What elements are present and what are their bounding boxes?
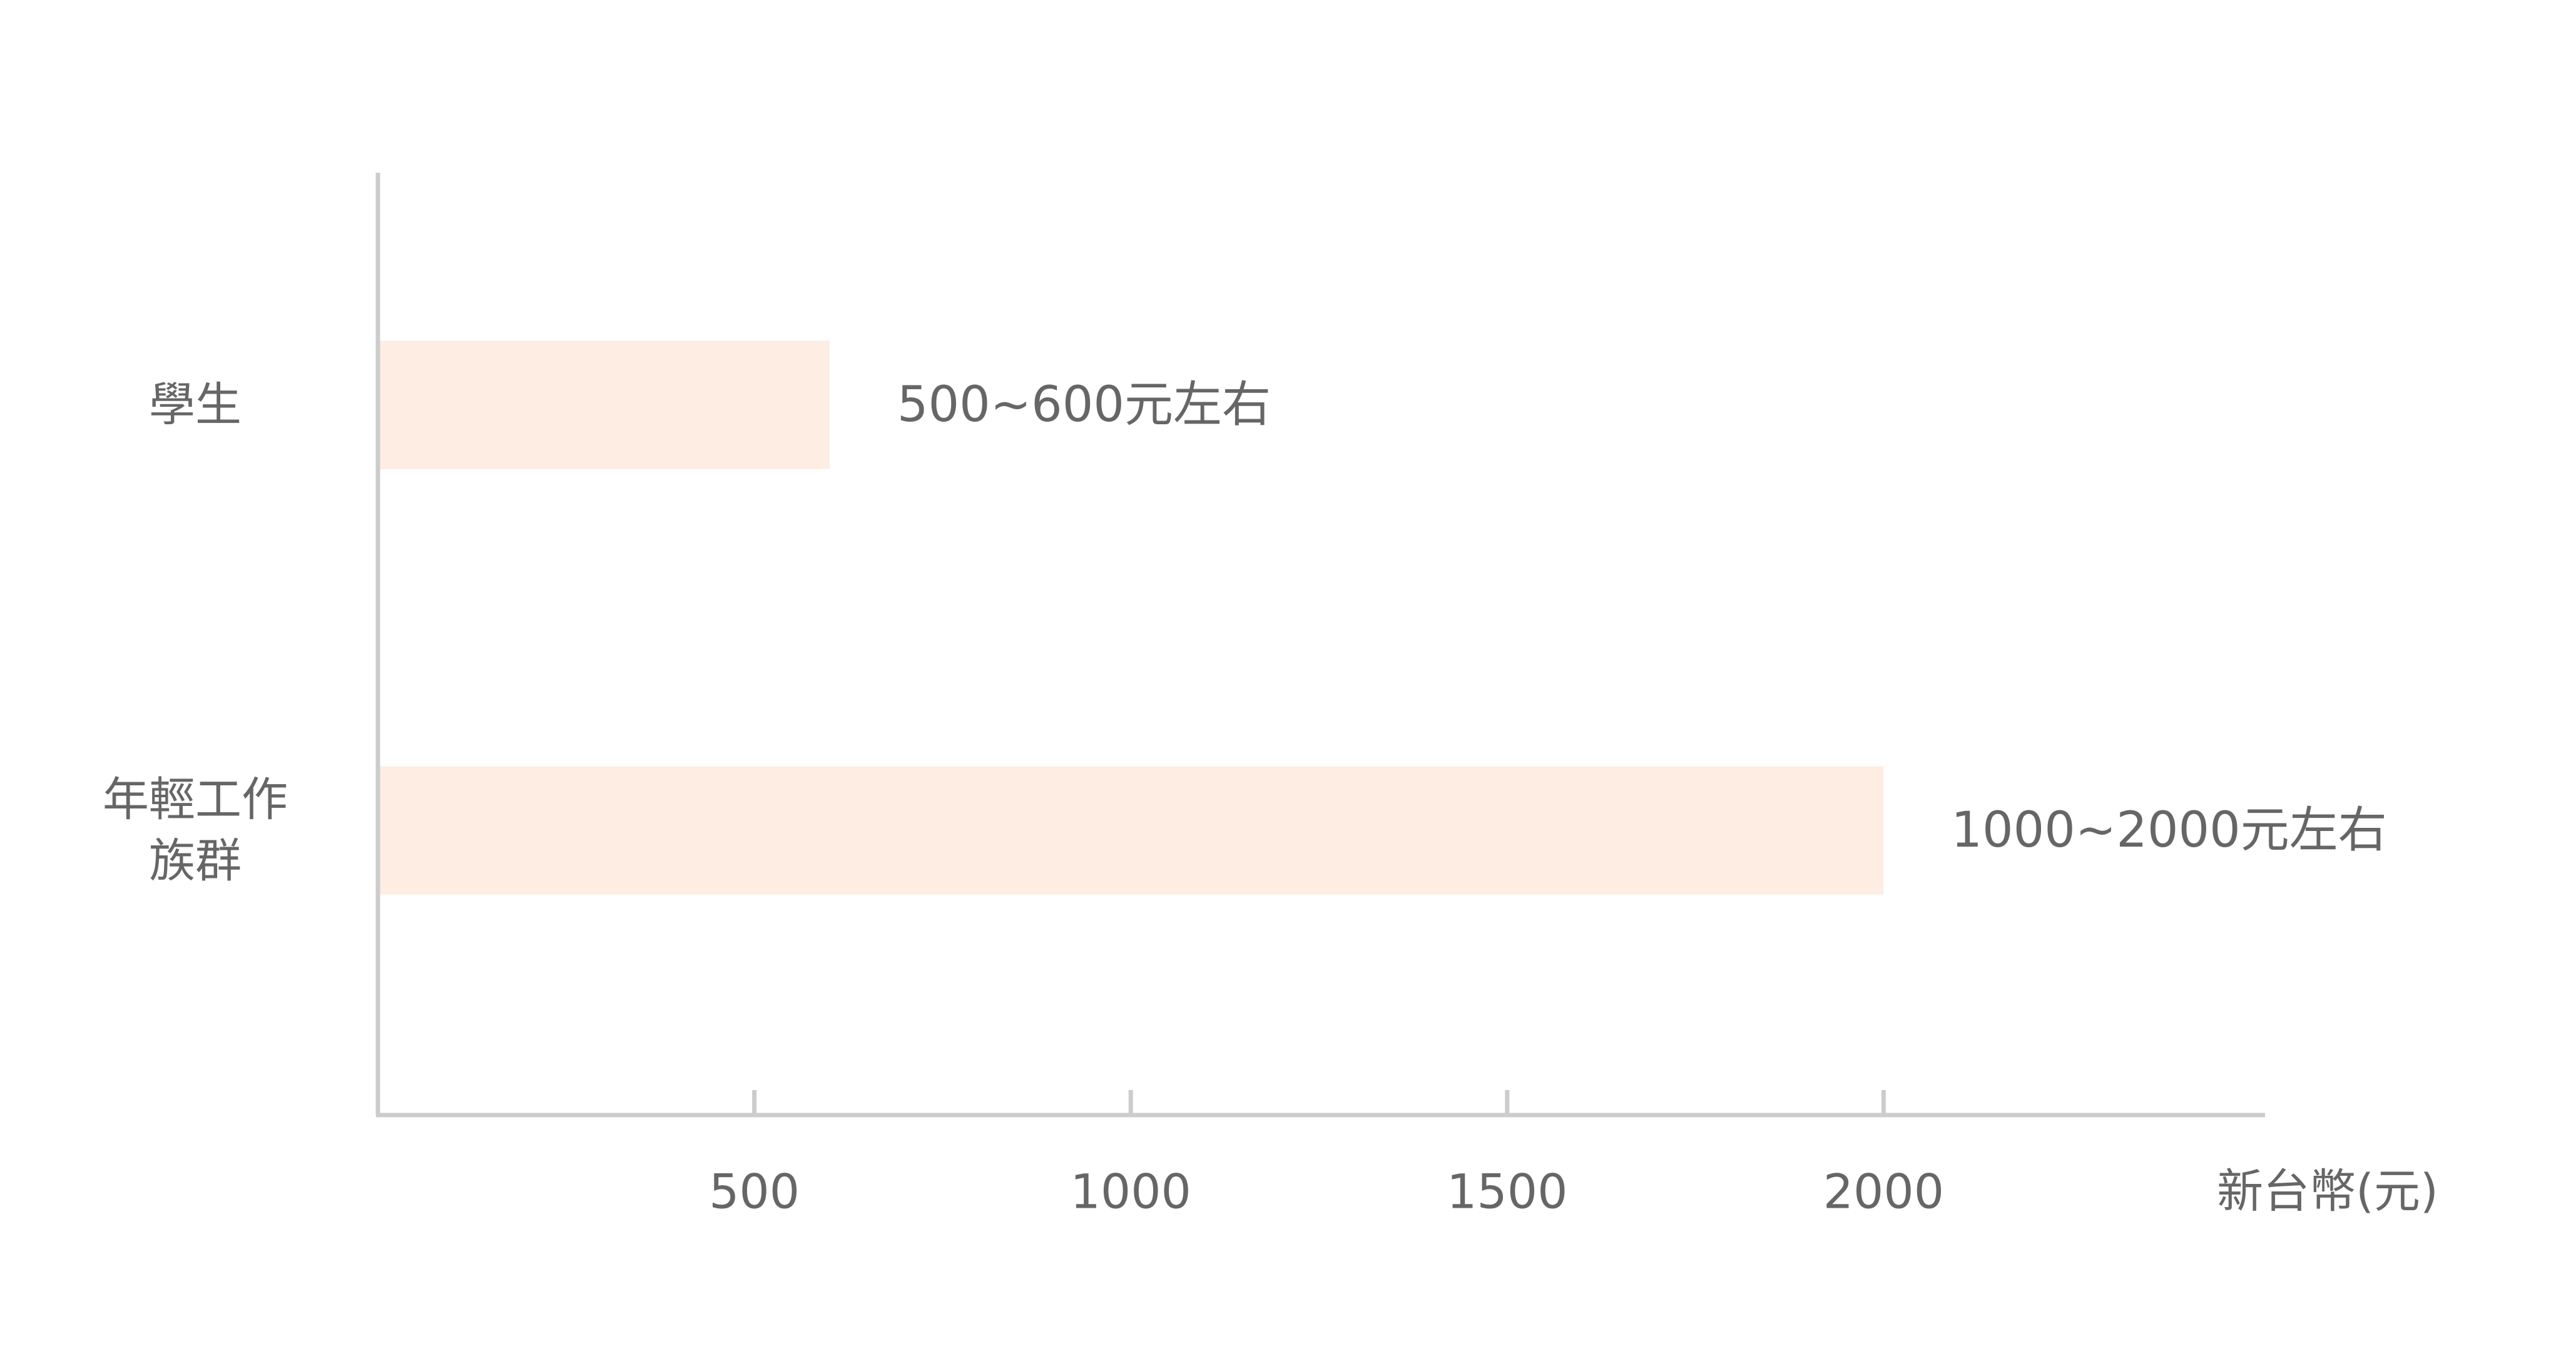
x-tick-label-2: 1500 <box>1447 1164 1567 1220</box>
bars-layer <box>378 340 1884 895</box>
x-axis-unit-label: 新台幣(元) <box>2217 1165 2438 1218</box>
x-tick-label-0: 500 <box>709 1164 800 1220</box>
axes-layer <box>375 173 2265 1118</box>
bar-1 <box>378 766 1884 895</box>
category-label-1-line-1: 族群 <box>149 834 242 888</box>
bar-0 <box>378 340 830 469</box>
x-tick-label-3: 2000 <box>1823 1164 1944 1220</box>
bar-value-label-0: 500~600元左右 <box>897 377 1271 433</box>
bar-value-label-1: 1000~2000元左右 <box>1951 802 2386 859</box>
category-label-1-line-0: 年輕工作 <box>103 773 288 827</box>
category-label-0-line-0: 學生 <box>149 378 242 432</box>
ticks-layer: 500 1000 1500 2000 <box>709 1090 1944 1220</box>
x-tick-label-1: 1000 <box>1070 1164 1191 1220</box>
